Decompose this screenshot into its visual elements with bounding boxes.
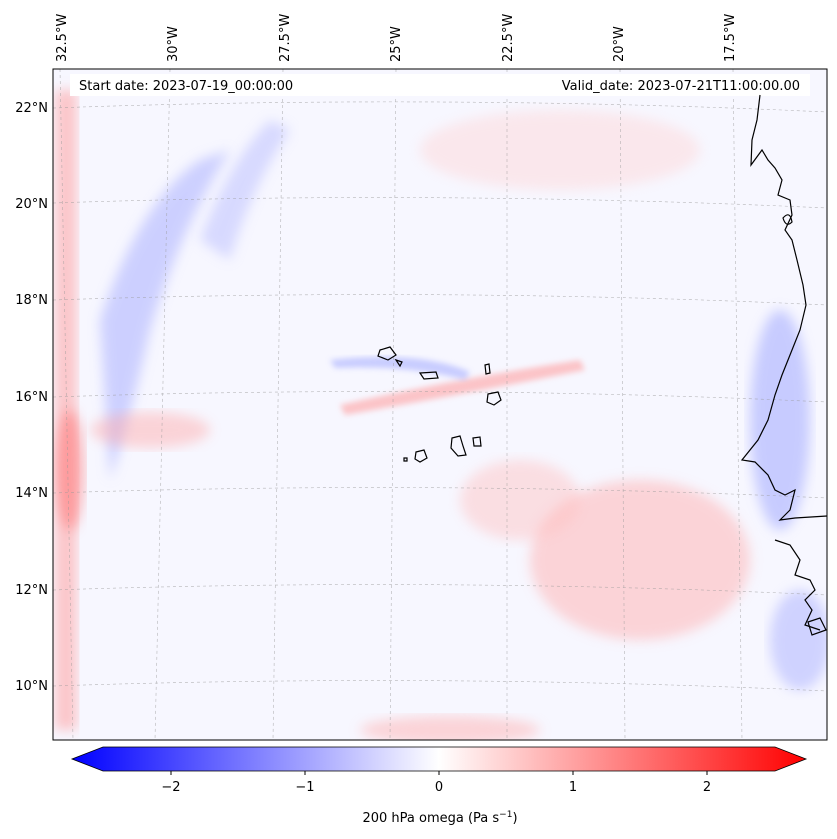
- date-header-strip: [70, 74, 810, 96]
- bijagos-island: [807, 617, 827, 636]
- lat-label-20n: 20°N: [15, 197, 48, 212]
- coastal-island: [782, 214, 793, 225]
- field-blob-red-w: [90, 412, 210, 448]
- field-blob-blue-se: [770, 590, 827, 690]
- lon-label-32-5w: 32.5°W: [55, 14, 70, 62]
- meridian-32-5w: [59, 69, 74, 740]
- field-blob-red-left-core: [56, 410, 84, 530]
- lon-label-25w: 25°W: [389, 26, 404, 62]
- lon-label-27-5w: 27.5°W: [278, 14, 293, 62]
- map-frame: [52, 68, 828, 741]
- parallel-14n: [53, 487, 827, 499]
- lat-label-10n: 10°N: [15, 679, 48, 694]
- island-boa-vista: [486, 391, 502, 406]
- coastlines: [377, 94, 827, 636]
- field-blob-red-left: [55, 90, 77, 730]
- island-sao-vicente: [394, 358, 403, 368]
- start-date-label: Start date: 2023-07-19_00:00:00: [79, 79, 293, 94]
- field-blob-red-cv: [340, 360, 585, 415]
- parallel-22n: [53, 101, 827, 113]
- island-sao-nicolau: [418, 371, 439, 380]
- field-blob-red-se: [530, 480, 750, 640]
- field-blob-blue-n: [200, 120, 290, 260]
- colorbar-label: 200 hPa omega (Pa s−1): [362, 810, 517, 826]
- lon-label-20w: 20°W: [612, 26, 627, 62]
- guinea-coastline: [774, 539, 821, 631]
- field-blob-blue-nw: [100, 150, 230, 480]
- colorbar-ticks: [170, 771, 708, 775]
- map-panel: Start date: 2023-07-19_00:00:00 Valid_da…: [52, 68, 828, 741]
- island-brava: [403, 457, 408, 462]
- lat-label-16n: 16°N: [15, 390, 48, 405]
- latitude-labels: 22°N 20°N 18°N 16°N 14°N 12°N 10°N: [15, 101, 48, 694]
- field-blob-red-south: [360, 716, 540, 740]
- parallel-16n: [53, 391, 827, 403]
- colorbar-bar: [70, 746, 808, 772]
- colorbar: −2 −1 0 1 2 200 hPa omega (Pa s−1): [70, 746, 808, 826]
- meridian-27-5w: [272, 69, 284, 740]
- lat-label-14n: 14°N: [15, 486, 48, 501]
- field-blob-blue-coast: [750, 310, 810, 530]
- cb-tick-label-m1: −1: [295, 780, 314, 795]
- valid-date-label: Valid_date: 2023-07-21T11:00:00.00: [562, 79, 800, 94]
- cb-label-exponent: −1: [499, 810, 512, 820]
- cb-tick-label-0: 0: [435, 780, 443, 795]
- meridian-20w: [619, 69, 626, 740]
- parallel-12n: [53, 584, 827, 596]
- island-santo-antao: [377, 346, 397, 361]
- meridian-25w: [389, 69, 397, 740]
- lat-label-18n: 18°N: [15, 293, 48, 308]
- parallel-20n: [53, 197, 827, 209]
- omega-field: [55, 90, 827, 740]
- island-santiago: [450, 435, 467, 457]
- cb-tick-label-2: 2: [703, 780, 711, 795]
- cb-label-prefix: 200 hPa omega (Pa s: [362, 811, 499, 826]
- field-blob-blue-cv: [330, 356, 470, 380]
- lon-label-17-5w: 17.5°W: [723, 14, 738, 62]
- island-maio: [472, 436, 482, 447]
- cb-tick-label-m2: −2: [161, 780, 180, 795]
- island-sal: [484, 363, 491, 375]
- africa-coastline: [740, 94, 827, 521]
- cb-label-suffix: ): [512, 811, 517, 826]
- field-blob-red-s: [460, 460, 580, 540]
- meridian-30w: [154, 69, 171, 740]
- lon-label-22-5w: 22.5°W: [501, 14, 516, 62]
- lon-label-30w: 30°W: [166, 26, 181, 62]
- island-fogo: [414, 449, 428, 463]
- parallel-18n: [53, 294, 827, 306]
- field-blob-red-ne: [420, 110, 700, 190]
- lat-label-22n: 22°N: [15, 101, 48, 116]
- graticule: [53, 69, 827, 740]
- meridian-17-5w: [732, 69, 743, 740]
- parallel-10n: [53, 680, 827, 692]
- cb-tick-label-1: 1: [569, 780, 577, 795]
- lat-label-12n: 12°N: [15, 583, 48, 598]
- longitude-labels: 32.5°W 30°W 27.5°W 25°W 22.5°W 20°W 17.5…: [55, 14, 738, 62]
